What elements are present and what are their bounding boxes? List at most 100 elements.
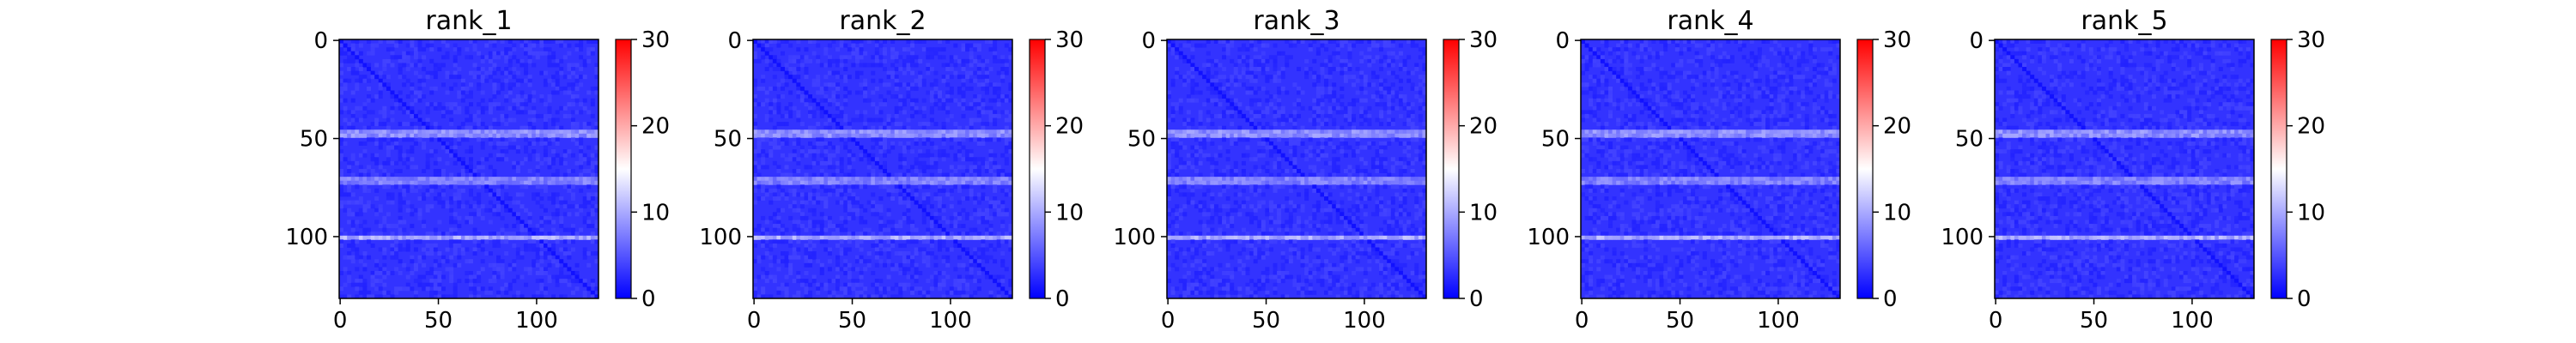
heatmap-cell xyxy=(973,117,978,123)
heatmap-cell xyxy=(390,192,395,197)
heatmap-cell xyxy=(1315,94,1321,99)
heatmap-cell xyxy=(547,78,552,83)
heatmap-cell xyxy=(417,259,422,264)
heatmap-cell xyxy=(398,232,403,237)
heatmap-cell xyxy=(527,157,532,162)
heatmap-cell xyxy=(539,279,544,284)
heatmap-cell xyxy=(929,67,934,72)
heatmap-cell xyxy=(555,212,560,217)
heatmap-cell xyxy=(382,172,387,178)
heatmap-cell xyxy=(1347,43,1352,48)
heatmap-cell xyxy=(835,279,841,284)
heatmap-cell xyxy=(1245,90,1250,95)
heatmap-cell xyxy=(532,177,537,182)
heatmap-cell xyxy=(1379,94,1384,99)
heatmap-cell xyxy=(532,239,537,244)
heatmap-cell xyxy=(358,51,363,56)
heatmap-cell xyxy=(559,70,564,75)
heatmap-cell xyxy=(788,67,793,72)
heatmap-cell xyxy=(898,235,903,240)
heatmap-cell xyxy=(918,180,923,185)
heatmap-cell xyxy=(984,58,989,63)
heatmap-cell xyxy=(914,235,919,240)
heatmap-cell xyxy=(559,274,564,280)
heatmap-cell xyxy=(512,75,517,80)
heatmap-cell xyxy=(492,212,497,217)
heatmap-cell xyxy=(823,122,829,127)
heatmap-cell xyxy=(417,196,422,202)
heatmap-cell xyxy=(512,212,517,217)
heatmap-cell xyxy=(1000,286,1005,292)
heatmap-cell xyxy=(784,82,789,87)
heatmap-cell xyxy=(890,177,896,182)
heatmap-cell xyxy=(961,196,966,202)
heatmap-cell xyxy=(507,51,513,56)
heatmap-cell xyxy=(961,208,966,213)
heatmap-cell xyxy=(804,227,809,232)
heatmap-cell xyxy=(386,160,391,165)
heatmap-cell xyxy=(1347,117,1352,123)
heatmap-cell xyxy=(1253,172,1258,178)
heatmap-cell xyxy=(796,177,801,182)
heatmap-cell xyxy=(863,63,868,68)
heatmap-cell xyxy=(843,98,848,103)
heatmap-cell xyxy=(1202,177,1207,182)
heatmap-cell xyxy=(859,47,864,52)
heatmap-cell xyxy=(981,192,986,197)
heatmap-cell xyxy=(343,82,348,87)
heatmap-cell xyxy=(453,282,458,287)
heatmap-cell xyxy=(921,212,927,217)
heatmap-cell xyxy=(524,110,529,115)
heatmap-cell xyxy=(863,86,868,91)
heatmap-cell xyxy=(402,188,407,193)
heatmap-cell xyxy=(921,141,927,146)
heatmap-cell xyxy=(1194,90,1200,95)
heatmap-cell xyxy=(362,267,368,272)
heatmap-cell xyxy=(1008,243,1013,248)
heatmap-cell xyxy=(984,274,989,280)
heatmap-cell xyxy=(362,251,368,256)
heatmap-cell xyxy=(769,180,774,185)
heatmap-cell xyxy=(1182,58,1188,63)
heatmap-cell xyxy=(781,232,786,237)
heatmap-cell xyxy=(543,239,548,244)
heatmap-cell xyxy=(921,255,927,260)
heatmap-cell xyxy=(835,102,841,107)
heatmap-cell xyxy=(1320,129,1325,135)
heatmap-cell xyxy=(449,274,454,280)
heatmap-cell xyxy=(941,55,946,60)
heatmap-cell xyxy=(535,153,540,158)
heatmap-cell xyxy=(993,177,998,182)
heatmap-cell xyxy=(1308,172,1313,178)
heatmap-cell xyxy=(781,172,786,178)
heatmap-cell xyxy=(949,247,954,252)
heatmap-cell xyxy=(524,94,529,99)
heatmap-cell xyxy=(390,110,395,115)
heatmap-cell xyxy=(374,43,380,48)
heatmap-cell xyxy=(835,262,841,268)
heatmap-cell xyxy=(496,90,501,95)
heatmap-cell xyxy=(547,247,552,252)
heatmap-cell xyxy=(1379,102,1384,107)
heatmap-cell xyxy=(1288,149,1293,154)
heatmap-cell xyxy=(1304,67,1309,72)
heatmap-cell xyxy=(547,160,552,165)
heatmap-cell xyxy=(874,110,879,115)
heatmap-cell xyxy=(480,172,485,178)
heatmap-cell xyxy=(843,220,848,225)
heatmap-cell xyxy=(355,286,360,292)
heatmap-cell xyxy=(894,122,899,127)
heatmap-cell xyxy=(524,47,529,52)
heatmap-cell xyxy=(921,165,927,170)
heatmap-cell xyxy=(772,110,777,115)
heatmap-cell xyxy=(772,274,777,280)
heatmap-cell xyxy=(886,259,891,264)
heatmap-cell xyxy=(567,63,572,68)
heatmap-cell xyxy=(370,47,375,52)
heatmap-cell xyxy=(1000,274,1005,280)
heatmap-cell xyxy=(594,239,599,244)
heatmap-cell xyxy=(961,82,966,87)
heatmap-cell xyxy=(808,255,813,260)
heatmap-cell xyxy=(808,262,813,268)
heatmap-cell xyxy=(551,227,556,232)
